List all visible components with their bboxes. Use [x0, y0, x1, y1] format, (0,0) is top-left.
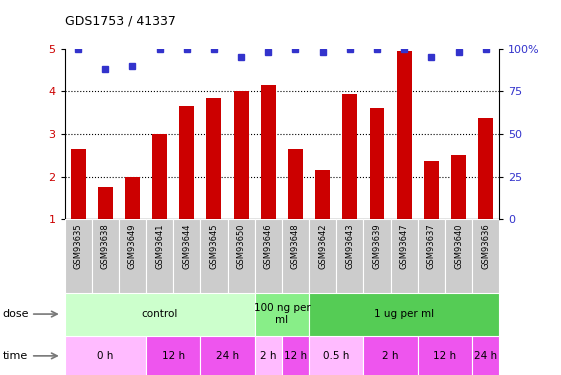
Bar [309, 292, 499, 336]
Text: 24 h: 24 h [216, 351, 239, 361]
Text: GSM93640: GSM93640 [454, 223, 463, 268]
Bar [71, 149, 86, 219]
Bar [418, 219, 445, 292]
Bar [180, 106, 194, 219]
Bar [255, 292, 309, 336]
Text: GSM93646: GSM93646 [264, 223, 273, 268]
Bar [98, 188, 113, 219]
Bar [309, 219, 336, 292]
Bar [288, 149, 303, 219]
Bar [342, 93, 357, 219]
Bar [424, 160, 439, 219]
Bar [255, 219, 282, 292]
Text: 2 h: 2 h [260, 351, 277, 361]
Text: 100 ng per
ml: 100 ng per ml [254, 303, 310, 325]
Bar [65, 336, 146, 375]
Text: GSM93641: GSM93641 [155, 223, 164, 268]
Bar [309, 336, 364, 375]
Text: control: control [141, 309, 178, 319]
Bar [65, 219, 91, 292]
Text: GSM93650: GSM93650 [237, 223, 246, 268]
Bar [152, 134, 167, 219]
Text: time: time [3, 351, 28, 361]
Bar [255, 336, 282, 375]
Text: GSM93643: GSM93643 [346, 223, 355, 268]
Text: GSM93644: GSM93644 [182, 223, 191, 268]
Bar [173, 219, 200, 292]
Text: GSM93648: GSM93648 [291, 223, 300, 268]
Bar [146, 336, 200, 375]
Text: GSM93645: GSM93645 [209, 223, 218, 268]
Text: GSM93637: GSM93637 [427, 223, 436, 269]
Bar [397, 51, 412, 219]
Bar [472, 336, 499, 375]
Bar [390, 219, 418, 292]
Text: 12 h: 12 h [434, 351, 457, 361]
Bar [119, 219, 146, 292]
Bar [200, 219, 228, 292]
Text: dose: dose [3, 309, 29, 319]
Bar [146, 219, 173, 292]
Text: GSM93636: GSM93636 [481, 223, 490, 269]
Bar [370, 108, 384, 219]
Bar [445, 219, 472, 292]
Text: 24 h: 24 h [474, 351, 497, 361]
Bar [451, 154, 466, 219]
Bar [228, 219, 255, 292]
Bar [206, 98, 222, 219]
Bar [282, 219, 309, 292]
Text: 12 h: 12 h [284, 351, 307, 361]
Bar [261, 85, 276, 219]
Text: GDS1753 / 41337: GDS1753 / 41337 [65, 15, 176, 28]
Text: 1 ug per ml: 1 ug per ml [374, 309, 434, 319]
Text: 2 h: 2 h [383, 351, 399, 361]
Bar [364, 336, 418, 375]
Text: GSM93647: GSM93647 [399, 223, 408, 268]
Bar [125, 177, 140, 219]
Bar [478, 118, 493, 219]
Text: GSM93642: GSM93642 [318, 223, 327, 268]
Bar [336, 219, 364, 292]
Bar [418, 336, 472, 375]
Bar [364, 219, 390, 292]
Text: 0 h: 0 h [97, 351, 113, 361]
Text: GSM93635: GSM93635 [73, 223, 82, 268]
Bar [282, 336, 309, 375]
Bar [65, 292, 255, 336]
Text: 0.5 h: 0.5 h [323, 351, 350, 361]
Bar [472, 219, 499, 292]
Text: GSM93649: GSM93649 [128, 223, 137, 268]
Bar [234, 92, 249, 219]
Bar [200, 336, 255, 375]
Text: 12 h: 12 h [162, 351, 185, 361]
Text: GSM93639: GSM93639 [373, 223, 381, 268]
Bar [315, 170, 330, 219]
Bar [91, 219, 119, 292]
Text: GSM93638: GSM93638 [101, 223, 110, 269]
